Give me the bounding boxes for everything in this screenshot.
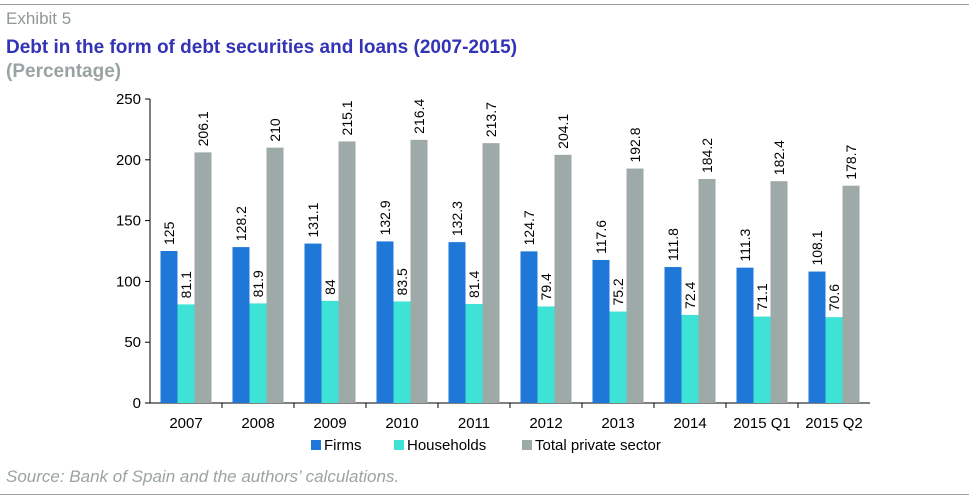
bar-total-private-sector xyxy=(482,143,500,403)
bar-firms xyxy=(448,242,466,403)
y-tick-label: 200 xyxy=(116,152,141,169)
bar-firms xyxy=(160,251,178,403)
data-label: 131.1 xyxy=(305,202,321,237)
data-label: 81.4 xyxy=(466,271,482,298)
legend-label: Households xyxy=(407,437,486,454)
bar-households xyxy=(249,303,267,403)
legend-label: Total private sector xyxy=(535,437,661,454)
bar-households xyxy=(393,301,411,403)
bar-households xyxy=(681,314,699,403)
bar-total-private-sector xyxy=(626,168,644,403)
bar-total-private-sector xyxy=(410,139,428,403)
data-label: 70.6 xyxy=(826,284,842,311)
bar-firms xyxy=(520,251,538,403)
data-label: 184.2 xyxy=(699,138,715,173)
legend-swatch xyxy=(522,440,532,450)
x-category-label: 2015 Q1 xyxy=(733,415,791,432)
data-label: 132.9 xyxy=(377,200,393,235)
bar-households xyxy=(537,306,555,403)
data-label: 117.6 xyxy=(593,220,609,254)
data-label: 81.1 xyxy=(178,271,194,298)
x-category-label: 2013 xyxy=(601,415,634,432)
bar-firms xyxy=(232,247,250,403)
data-label: 71.1 xyxy=(754,283,770,310)
data-label: 204.1 xyxy=(555,114,571,149)
data-label: 79.4 xyxy=(538,273,554,300)
data-label: 124.7 xyxy=(521,210,537,245)
chart-title: Debt in the form of debt securities and … xyxy=(6,37,518,58)
legend-swatch xyxy=(394,440,404,450)
x-category-label: 2012 xyxy=(529,415,562,432)
bar-households xyxy=(177,304,195,403)
data-label: 125 xyxy=(161,221,177,245)
bar-firms xyxy=(664,267,682,403)
x-category-label: 2007 xyxy=(169,415,202,432)
data-label: 111.3 xyxy=(737,228,753,261)
exhibit-label: Exhibit 5 xyxy=(6,9,72,28)
data-label: 81.9 xyxy=(250,270,266,297)
data-label: 84 xyxy=(322,279,338,295)
y-tick-label: 250 xyxy=(116,91,141,108)
bar-total-private-sector xyxy=(194,152,212,403)
x-category-label: 2008 xyxy=(241,415,274,432)
data-label: 213.7 xyxy=(483,102,499,137)
bar-total-private-sector xyxy=(554,154,572,403)
data-label: 206.1 xyxy=(195,111,211,146)
x-category-label: 2015 Q2 xyxy=(805,415,863,432)
data-label: 83.5 xyxy=(394,268,410,295)
bar-firms xyxy=(736,267,754,403)
y-tick-label: 150 xyxy=(116,213,141,230)
data-label: 72.4 xyxy=(682,281,698,308)
data-label: 128.2 xyxy=(233,206,249,241)
y-tick-label: 100 xyxy=(116,273,141,290)
data-label: 178.7 xyxy=(843,144,859,179)
top-divider xyxy=(0,4,969,5)
bottom-divider xyxy=(0,494,969,495)
bar-total-private-sector xyxy=(266,147,284,403)
bar-total-private-sector xyxy=(698,179,716,403)
data-label: 132.3 xyxy=(449,201,465,236)
legend-swatch xyxy=(311,440,321,450)
legend-label: Firms xyxy=(324,437,362,454)
bar-total-private-sector xyxy=(842,185,860,403)
x-category-label: 2011 xyxy=(458,415,490,432)
x-category-label: 2014 xyxy=(673,415,706,432)
chart-subtitle: (Percentage) xyxy=(6,61,122,82)
bar-firms xyxy=(376,241,394,403)
bar-firms xyxy=(592,259,610,403)
data-label: 210 xyxy=(267,118,283,142)
data-label: 192.8 xyxy=(627,127,643,162)
data-label: 111.8 xyxy=(665,228,681,261)
bar-firms xyxy=(304,243,322,403)
bar-households xyxy=(321,300,339,403)
y-tick-label: 0 xyxy=(133,395,141,412)
x-category-label: 2009 xyxy=(313,415,346,432)
bar-firms xyxy=(808,271,826,403)
bar-households xyxy=(609,311,627,403)
y-tick-label: 50 xyxy=(124,334,141,351)
data-label: 182.4 xyxy=(771,140,787,175)
data-label: 75.2 xyxy=(610,278,626,305)
bar-households xyxy=(465,304,483,403)
bar-households xyxy=(825,317,843,403)
bar-households xyxy=(753,316,771,403)
bar-total-private-sector xyxy=(770,181,788,403)
x-category-label: 2010 xyxy=(385,415,418,432)
data-label: 108.1 xyxy=(809,230,825,265)
bar-total-private-sector xyxy=(338,141,356,403)
data-label: 215.1 xyxy=(339,100,355,135)
data-label: 216.4 xyxy=(411,99,427,134)
source-note: Source: Bank of Spain and the authors’ c… xyxy=(6,467,400,486)
